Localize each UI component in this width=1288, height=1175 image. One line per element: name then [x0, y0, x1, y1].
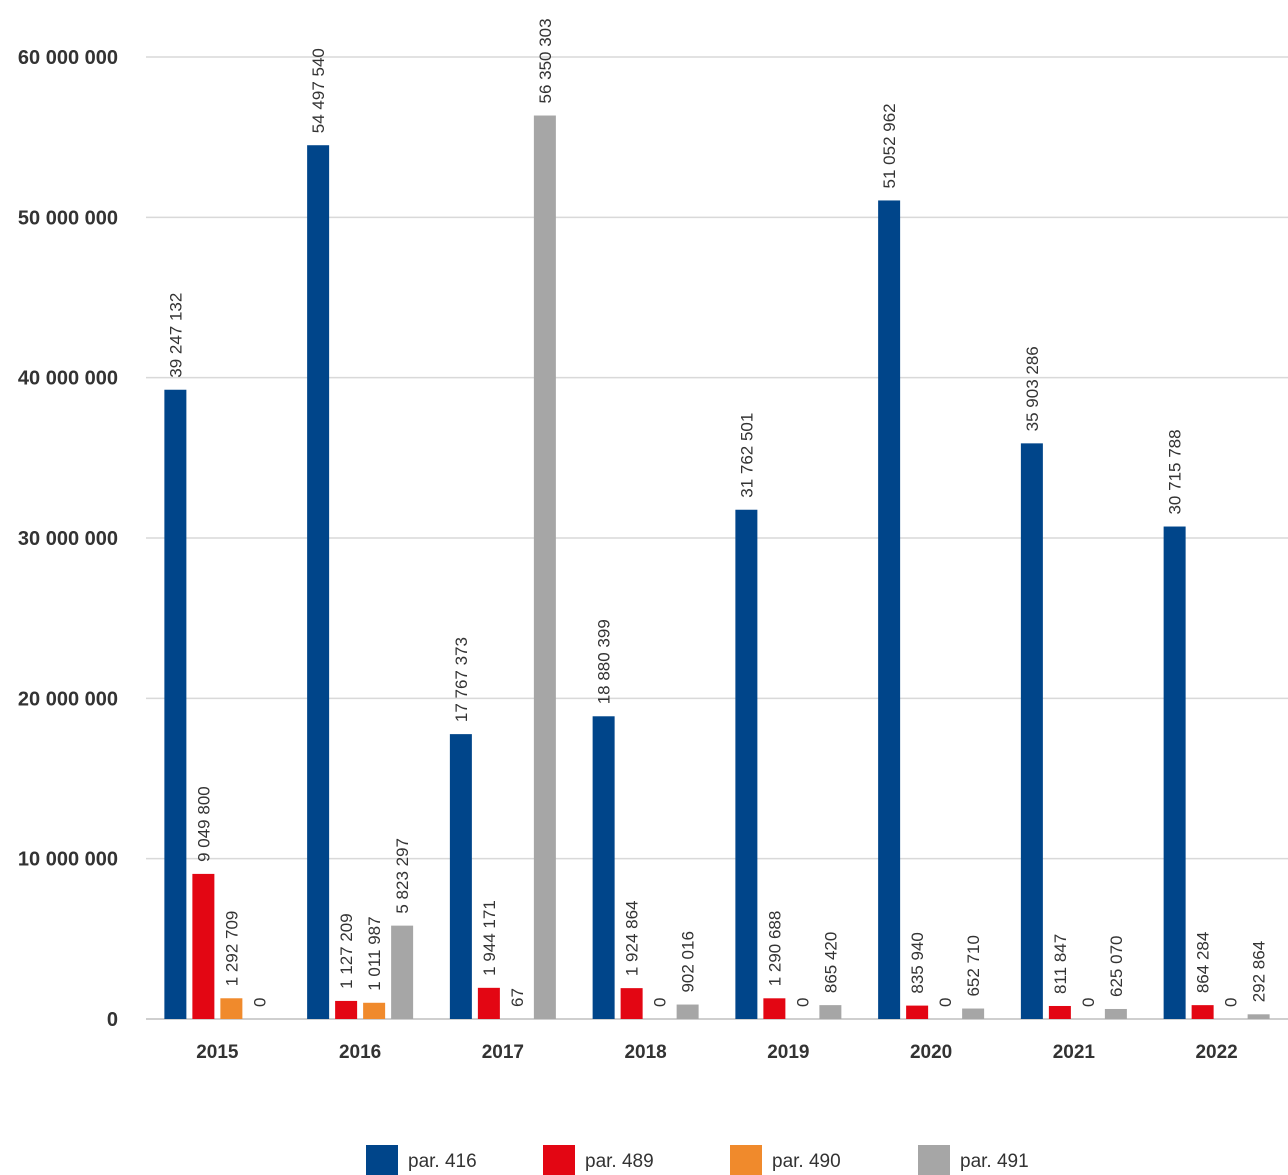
bar-par-489-2020: [906, 1005, 929, 1019]
y-tick-label: 40 000 000: [18, 368, 118, 390]
data-label: 1 924 864: [623, 900, 642, 976]
bar-par-416-2018: [592, 716, 615, 1019]
bar-par-416-2017: [449, 734, 472, 1019]
data-label: 292 864: [1250, 941, 1269, 1002]
data-label: 0: [793, 998, 812, 1007]
data-label: 625 070: [1107, 936, 1126, 997]
data-label: 1 290 688: [765, 911, 784, 987]
legend-swatch: [730, 1145, 762, 1175]
gridlines: [146, 56, 1288, 1020]
legend-label: par. 416: [408, 1151, 477, 1172]
bar-par-489-2018: [620, 988, 643, 1019]
bar-par-489-2016: [335, 1000, 358, 1019]
y-tick-label: 20 000 000: [18, 688, 118, 710]
legend-label: par. 490: [772, 1151, 841, 1172]
x-tick-label: 2017: [482, 1042, 524, 1063]
data-label: 811 847: [1051, 934, 1070, 994]
legend: par. 416 par. 489 par. 490 par. 491: [366, 1145, 1029, 1175]
data-label: 30 715 788: [1166, 429, 1185, 514]
data-label: 17 767 373: [452, 637, 471, 722]
bar-par-416-2022: [1163, 526, 1186, 1019]
data-label: 865 420: [821, 932, 840, 993]
data-label: 0: [936, 998, 955, 1007]
bar-par-489-2021: [1048, 1005, 1071, 1019]
y-tick-label: 60 000 000: [18, 47, 118, 69]
bar-par-490-2016: [363, 1002, 386, 1019]
x-tick-label: 2022: [1195, 1042, 1237, 1063]
data-label: 54 497 540: [309, 48, 328, 133]
data-label: 67: [508, 988, 527, 1007]
data-label: 18 880 399: [595, 619, 614, 704]
legend-label: par. 491: [960, 1151, 1029, 1172]
y-axis: 0 10 000 000 20 000 000 30 000 000 40 000 00…: [18, 47, 118, 1031]
data-label: 0: [651, 998, 670, 1007]
x-tick-label: 2015: [196, 1042, 239, 1063]
bar-par-489-2017: [477, 987, 500, 1019]
data-label: 1 292 709: [222, 911, 241, 987]
y-tick-label: 10 000 000: [18, 849, 118, 871]
y-tick-label: 50 000 000: [18, 207, 118, 229]
bar-par-489-2015: [192, 873, 215, 1019]
data-label: 864 284: [1194, 932, 1213, 993]
x-axis: 2015 2016 2017 2018 2019 2020 2021 2022: [196, 1042, 1238, 1063]
y-tick-label: 0: [107, 1009, 118, 1031]
legend-swatch: [918, 1145, 950, 1175]
data-label: 1 944 171: [480, 900, 499, 976]
x-tick-label: 2016: [339, 1042, 381, 1063]
bar-par-416-2016: [307, 145, 330, 1019]
bar-par-491-2018: [676, 1004, 699, 1019]
bar-par-491-2020: [962, 1008, 985, 1019]
bar-par-490-2015: [220, 998, 243, 1019]
bar-par-491-2021: [1104, 1008, 1127, 1019]
data-label: 56 350 303: [536, 18, 555, 103]
data-labels: 39 247 132 9 049 800 1 292 709 0 54 497 540 1…: [166, 18, 1268, 1007]
data-label: 1 127 209: [337, 913, 356, 989]
bar-par-491-2019: [819, 1005, 842, 1019]
bar-par-491-2017: [533, 115, 556, 1020]
data-label: 0: [1079, 998, 1098, 1007]
x-tick-label: 2021: [1053, 1042, 1096, 1063]
data-label: 5 823 297: [393, 838, 412, 914]
y-tick-label: 30 000 000: [18, 528, 118, 550]
data-label: 31 762 501: [737, 413, 756, 498]
legend-swatch: [543, 1145, 575, 1175]
bar-par-491-2016: [391, 925, 414, 1019]
bar-par-416-2019: [735, 509, 758, 1019]
bar-par-416-2021: [1020, 443, 1043, 1019]
data-label: 51 052 962: [880, 103, 899, 188]
legend-swatch: [366, 1145, 398, 1175]
bar-par-416-2015: [164, 389, 187, 1019]
data-label: 35 903 286: [1023, 346, 1042, 431]
data-label: 39 247 132: [166, 293, 185, 378]
data-label: 652 710: [964, 935, 983, 996]
data-label: 0: [1222, 998, 1241, 1007]
data-label: 0: [250, 998, 269, 1007]
x-tick-label: 2020: [910, 1042, 952, 1063]
data-label: 1 011 987: [365, 916, 384, 990]
data-label: 902 016: [679, 931, 698, 992]
data-label: 9 049 800: [194, 786, 213, 862]
legend-label: par. 489: [585, 1151, 654, 1172]
bar-par-489-2019: [763, 998, 786, 1019]
bar-par-489-2022: [1191, 1005, 1214, 1019]
x-tick-label: 2019: [767, 1042, 809, 1063]
x-tick-label: 2018: [624, 1042, 666, 1063]
bars: [164, 115, 1270, 1020]
bar-par-491-2022: [1247, 1014, 1270, 1019]
data-label: 835 940: [908, 932, 927, 993]
bar-par-416-2020: [878, 200, 901, 1020]
